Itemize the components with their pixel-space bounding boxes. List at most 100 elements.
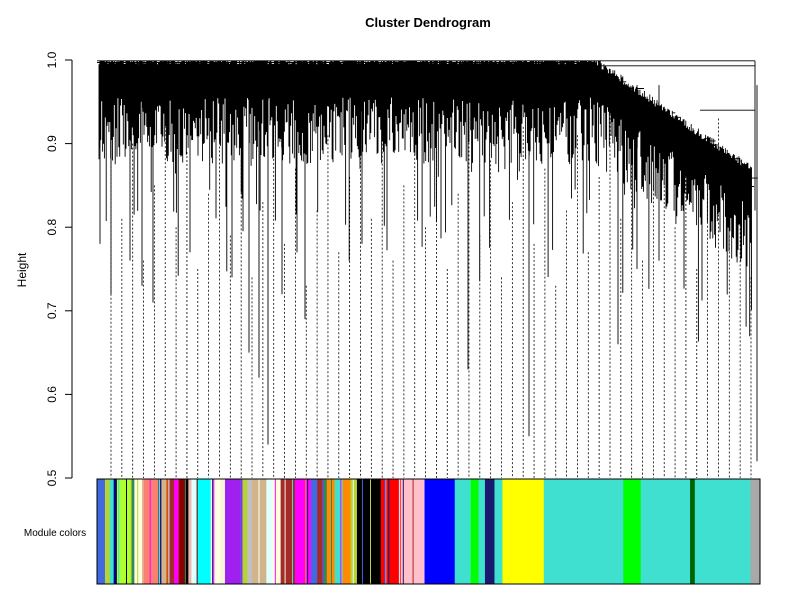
module-color-band — [97, 479, 106, 584]
y-tick-label: 0.6 — [45, 386, 59, 403]
module-color-line — [189, 479, 191, 584]
module-color-band — [750, 479, 761, 584]
module-color-line — [158, 479, 160, 584]
module-color-line — [184, 479, 186, 584]
module-color-line — [281, 479, 283, 584]
module-color-line — [166, 479, 168, 584]
module-color-line — [137, 479, 139, 584]
y-axis: 0.5 0.6 0.7 0.8 0.9 1.0 — [45, 51, 73, 486]
module-color-band — [326, 479, 335, 584]
module-color-line — [402, 479, 404, 584]
module-color-line — [307, 479, 309, 584]
module-color-band — [185, 479, 189, 584]
module-color-band — [317, 479, 323, 584]
module-color-line — [340, 479, 342, 584]
module-color-band — [113, 479, 118, 584]
module-color-band — [690, 479, 696, 584]
module-color-band — [454, 479, 471, 584]
module-color-line — [149, 479, 151, 584]
module-color-line — [385, 479, 387, 584]
module-color-line — [398, 479, 400, 584]
module-color-line — [412, 479, 414, 584]
module-color-line — [131, 479, 133, 584]
module-color-band — [104, 479, 111, 584]
module-colors-label: Module colors — [24, 528, 86, 539]
module-color-band — [266, 479, 273, 584]
module-color-line — [118, 479, 120, 584]
module-color-band — [178, 479, 186, 584]
y-axis-label: Height — [15, 252, 29, 287]
module-color-line — [143, 479, 144, 584]
module-color-line — [384, 479, 386, 584]
y-tick-label: 0.8 — [45, 219, 59, 236]
module-color-band — [424, 479, 456, 584]
y-tick-label: 0.7 — [45, 302, 59, 319]
module-color-line — [352, 479, 354, 584]
module-color-band — [131, 479, 135, 584]
module-color-band — [134, 479, 143, 584]
module-color-band — [161, 479, 167, 584]
module-color-band — [380, 479, 401, 584]
module-color-line — [212, 479, 214, 584]
module-color-band — [310, 479, 318, 584]
module-color-band — [494, 479, 503, 584]
module-color-band — [220, 479, 226, 584]
module-color-band — [109, 479, 114, 584]
module-color-band — [543, 479, 624, 584]
module-color-line — [196, 479, 198, 584]
chart-title: Cluster Dendrogram — [365, 15, 491, 30]
module-color-line — [331, 479, 332, 584]
module-color-band — [210, 479, 221, 584]
module-color-band — [224, 479, 243, 584]
module-color-line — [313, 479, 314, 584]
module-color-bar-frame — [96, 478, 761, 585]
module-color-line — [168, 479, 170, 584]
module-color-band — [321, 479, 328, 584]
module-color-band — [334, 479, 343, 584]
module-color-band — [342, 479, 351, 584]
y-tick-label: 1.0 — [45, 51, 59, 68]
module-color-line — [258, 479, 260, 584]
module-color-line — [240, 479, 242, 584]
module-color-band — [484, 479, 495, 584]
module-color-band — [280, 479, 296, 584]
module-color-band — [196, 479, 211, 584]
module-color-band — [191, 479, 197, 584]
module-color-band — [174, 479, 180, 584]
module-color-line — [128, 479, 130, 584]
module-color-bar — [96, 478, 761, 585]
module-color-band — [166, 479, 175, 584]
module-color-band — [247, 479, 253, 584]
module-color-band — [502, 479, 545, 584]
y-tick-label: 0.9 — [45, 135, 59, 152]
module-color-line — [213, 479, 215, 584]
module-color-line — [388, 479, 390, 584]
module-color-band — [478, 479, 486, 584]
dendrogram-branches — [97, 60, 758, 462]
y-tick-label: 0.5 — [45, 469, 59, 486]
module-color-band — [272, 479, 281, 584]
module-color-line — [370, 479, 371, 584]
module-color-band — [158, 479, 162, 584]
module-color-band — [242, 479, 248, 584]
module-color-band — [470, 479, 479, 584]
module-color-line — [292, 479, 293, 584]
module-color-line — [178, 479, 180, 584]
dendrogram-tree — [97, 60, 758, 462]
module-color-line — [305, 479, 307, 584]
module-color-band — [116, 479, 132, 584]
module-color-band — [294, 479, 312, 584]
module-color-band — [350, 479, 358, 584]
module-color-band — [623, 479, 642, 584]
module-color-line — [274, 479, 276, 584]
module-color-band — [640, 479, 691, 584]
module-color-line — [211, 479, 213, 584]
module-color-line — [361, 479, 363, 584]
module-color-band — [694, 479, 751, 584]
module-color-band — [356, 479, 382, 584]
module-color-line — [130, 479, 132, 584]
module-color-line — [126, 479, 127, 584]
module-color-line — [322, 479, 324, 584]
module-color-line — [284, 479, 286, 584]
